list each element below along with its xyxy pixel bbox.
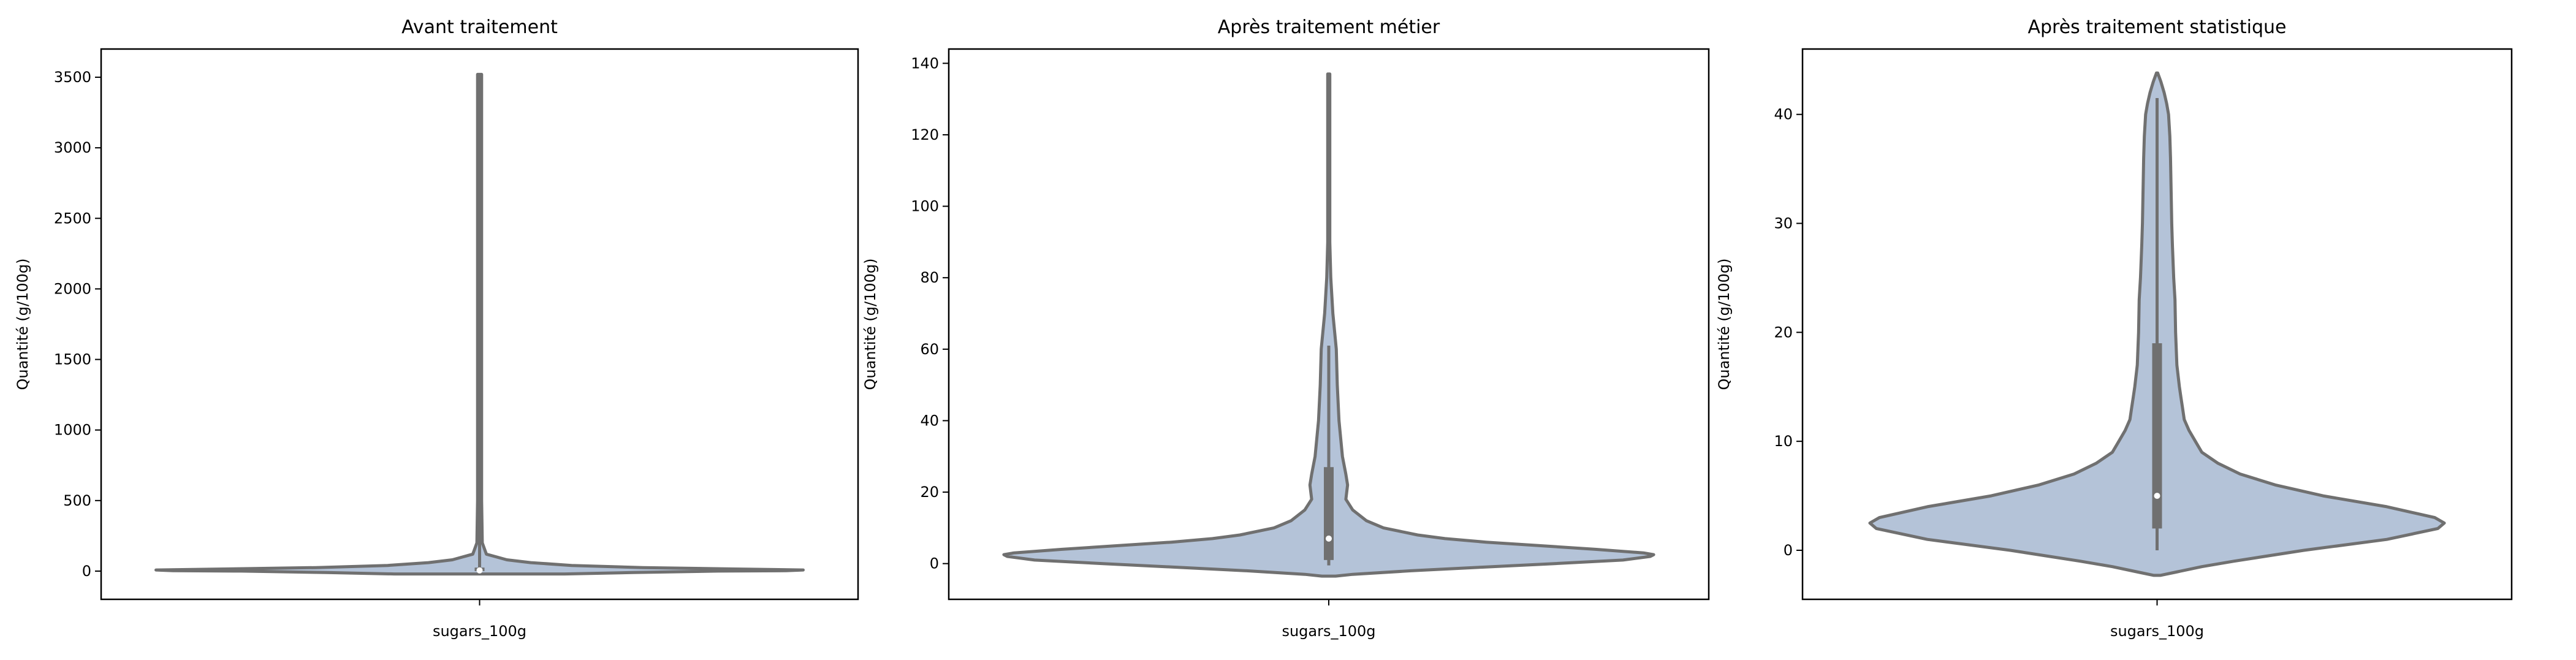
y-tick-label: 1000 [54, 422, 91, 439]
y-tick-label: 3000 [54, 139, 91, 156]
y-tick-label: 500 [63, 492, 91, 509]
violin-panel-apres-traitement-metier: 0 20 40 60 80 100 120 140 sugars_100g Après trait… [862, 17, 1710, 640]
violin-panel-avant-traitement: 0 500 1000 1500 2000 2500 3000 3500 sugars_100g A… [14, 17, 859, 640]
panel-title: Après traitement métier [1218, 17, 1440, 38]
y-tick-label: 20 [1774, 324, 1793, 341]
y-tick-label: 140 [911, 55, 939, 72]
y-tick-label: 40 [920, 412, 939, 429]
iqr-box [2152, 343, 2162, 529]
y-tick-label: 10 [1774, 433, 1793, 450]
y-tick-label: 1500 [54, 351, 91, 368]
panel-title: Avant traitement [401, 17, 558, 38]
y-tick-label: 100 [911, 198, 939, 215]
y-tick-label: 60 [920, 341, 939, 358]
y-tick-label: 2000 [54, 280, 91, 297]
x-tick-label: sugars_100g [1282, 623, 1375, 640]
iqr-box [1324, 467, 1334, 560]
violin-body [1002, 72, 1655, 578]
y-tick-label: 40 [1774, 106, 1793, 123]
median-marker [2154, 493, 2160, 499]
x-tick-label: sugars_100g [2110, 623, 2204, 640]
y-tick-label: 0 [82, 563, 91, 580]
y-tick-label: 120 [911, 126, 939, 143]
y-axis-label: Quantité (g/100g) [1715, 259, 1733, 390]
y-tick-label: 0 [930, 555, 939, 572]
median-marker [476, 567, 483, 574]
y-tick-label: 30 [1774, 215, 1793, 232]
y-tick-label: 2500 [54, 210, 91, 227]
y-axis-label: Quantité (g/100g) [14, 259, 31, 390]
panel-title: Après traitement statistique [2027, 17, 2286, 38]
y-tick-label: 80 [920, 269, 939, 286]
y-tick-label: 0 [1784, 542, 1793, 559]
median-marker [1326, 535, 1332, 542]
y-tick-label: 3500 [54, 69, 91, 86]
y-axis-label: Quantité (g/100g) [862, 259, 879, 390]
y-tick-label: 20 [920, 484, 939, 501]
x-tick-label: sugars_100g [433, 623, 526, 640]
violin-panel-apres-traitement-statistique: 0 10 20 30 40 sugars_100g Après traitement sta… [1715, 17, 2513, 640]
